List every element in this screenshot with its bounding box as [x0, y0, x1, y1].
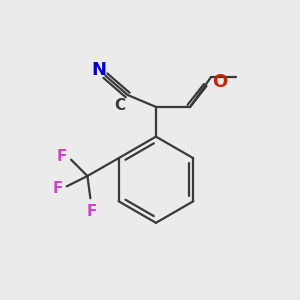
Text: O: O — [212, 73, 228, 91]
Text: F: F — [53, 181, 63, 196]
Text: C: C — [114, 98, 125, 113]
Text: F: F — [87, 204, 97, 219]
Text: N: N — [92, 61, 106, 79]
Text: F: F — [56, 148, 67, 164]
